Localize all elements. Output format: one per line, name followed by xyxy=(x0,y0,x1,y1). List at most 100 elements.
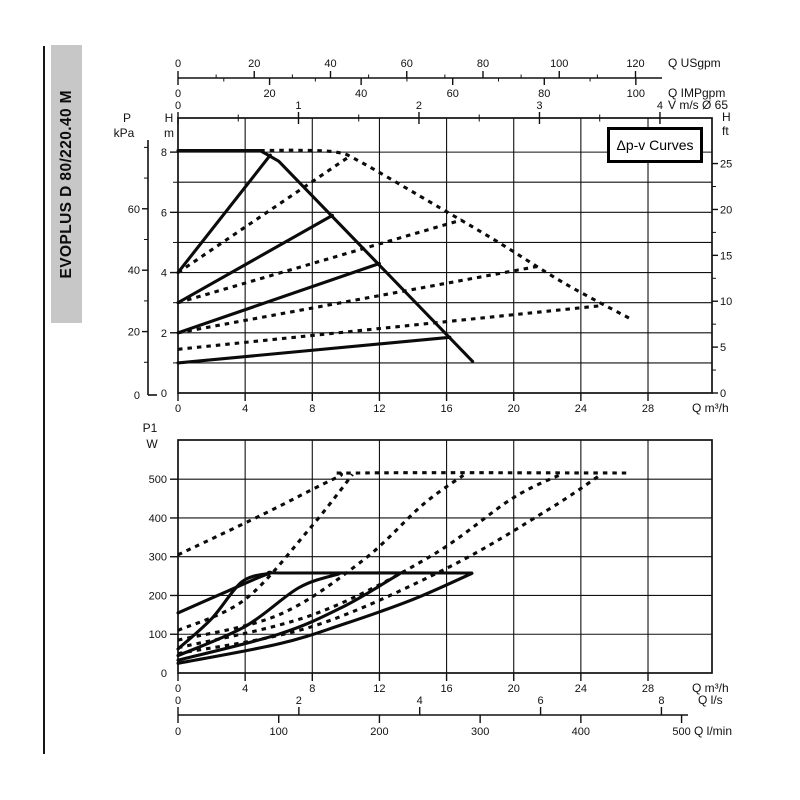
curve-dpv-8m-parallel xyxy=(177,155,351,274)
axis-name-p1: P1 xyxy=(143,421,158,435)
curve-power-4m-single xyxy=(176,572,402,662)
tick-label: 2 xyxy=(161,328,167,340)
tick-label: 0 xyxy=(175,403,181,415)
tick-label: 120 xyxy=(626,58,644,70)
tick-label: 0 xyxy=(175,100,181,112)
tick-label: 15 xyxy=(720,250,732,262)
tick-label: 500 xyxy=(149,474,167,486)
tick-label: 80 xyxy=(477,58,489,70)
curve-power-8m-single xyxy=(176,571,271,651)
curve-dpv-6m-single xyxy=(176,213,334,305)
tick-label: 40 xyxy=(128,265,140,277)
tick-label: 60 xyxy=(401,58,413,70)
tick-label: 8 xyxy=(161,147,167,159)
sidebar-rule xyxy=(43,46,45,754)
tick-label: 20 xyxy=(248,58,260,70)
tick-label: 4 xyxy=(161,268,167,280)
curve-dpv-4m-parallel xyxy=(177,264,538,335)
tick-label: 4 xyxy=(417,695,423,707)
axis-name-hft-ft: ft xyxy=(722,124,729,138)
axis-unit-m3h-bottom: Q m³/h xyxy=(692,681,729,695)
power-grid xyxy=(177,439,713,674)
axis-name-h: H xyxy=(165,111,174,125)
axis-unit-ls: Q l/s xyxy=(698,693,723,707)
axis-zero-kpa: 0 xyxy=(134,390,140,402)
tick-label: 6 xyxy=(538,695,544,707)
curve-power-4m-parallel xyxy=(177,473,562,650)
curve-power-8m-parallel xyxy=(177,473,354,632)
tick-label: 100 xyxy=(149,629,167,641)
axis-name-m: m xyxy=(164,126,174,140)
tick-label: 20 xyxy=(263,88,275,100)
curve-dpv-6m-parallel xyxy=(177,218,463,305)
tick-label: 20 xyxy=(508,403,520,415)
tick-label: 6 xyxy=(161,207,167,219)
tick-label: 8 xyxy=(658,695,664,707)
tick-label: 1 xyxy=(295,100,301,112)
tick-label: 2 xyxy=(416,100,422,112)
tick-label: 28 xyxy=(642,683,654,695)
tick-label: 400 xyxy=(149,513,167,525)
tick-label: 16 xyxy=(440,403,452,415)
curve-power-6m-parallel xyxy=(177,474,465,642)
tick-label: 20 xyxy=(508,683,520,695)
head-flow-curves xyxy=(176,148,632,365)
curve-dpv-3m-parallel xyxy=(177,304,602,351)
tick-label: 24 xyxy=(575,403,587,415)
curve-power-max-single xyxy=(176,570,474,615)
axis-zero-w: 0 xyxy=(161,668,167,680)
model-sidebar: EVOPLUS D 80/220.40 M xyxy=(51,45,82,323)
tick-label: 24 xyxy=(575,683,587,695)
curve-dpv-2m-single xyxy=(176,335,452,365)
tick-label: 500 xyxy=(672,726,690,738)
curve-dpv-8m-single xyxy=(176,153,272,275)
tick-label: 12 xyxy=(373,403,385,415)
tick-label: 10 xyxy=(720,296,732,308)
curve-power-2m-single xyxy=(176,571,474,665)
tick-label: 0 xyxy=(175,683,181,695)
curve-power-3m-parallel xyxy=(177,473,602,656)
axis-name-p: P xyxy=(123,111,131,125)
axis-name-hft-h: H xyxy=(722,110,731,124)
tick-label: 40 xyxy=(355,88,367,100)
tick-label: 200 xyxy=(149,590,167,602)
power-curves xyxy=(176,471,627,665)
tick-label: 4 xyxy=(242,403,248,415)
axis-zero-hm: 0 xyxy=(161,388,167,400)
tick-label: 4 xyxy=(657,100,663,112)
tick-label: 200 xyxy=(370,726,388,738)
tick-label: 60 xyxy=(128,204,140,216)
axis-name-kpa: kPa xyxy=(114,126,135,140)
tick-label: 100 xyxy=(270,726,288,738)
tick-label: 300 xyxy=(149,552,167,564)
tick-label: 3 xyxy=(536,100,542,112)
tick-label: 60 xyxy=(447,88,459,100)
head-bottom-axis: 0 4 8 12 16 20 24 28 Q m³/h xyxy=(175,393,729,415)
head-right-axis: 5 10 15 20 25 0 Hft xyxy=(712,110,732,400)
tick-label: 400 xyxy=(572,726,590,738)
tick-label: 100 xyxy=(627,88,645,100)
tick-label: 0 xyxy=(175,88,181,100)
axis-zero-ft: 0 xyxy=(720,388,726,400)
tick-label: 8 xyxy=(309,403,315,415)
axis-unit-vms: V m/s Ø 65 xyxy=(668,98,728,112)
axis-name-w: W xyxy=(146,437,158,451)
curve-power-6m-single xyxy=(176,572,341,658)
tick-label: 25 xyxy=(720,159,732,171)
tick-label: 5 xyxy=(720,342,726,354)
tick-label: 80 xyxy=(538,88,550,100)
tick-label: 0 xyxy=(175,58,181,70)
tick-label: 300 xyxy=(471,726,489,738)
tick-label: 16 xyxy=(440,683,452,695)
tick-label: 2 xyxy=(296,695,302,707)
tick-label: 28 xyxy=(642,403,654,415)
tick-label: 20 xyxy=(128,327,140,339)
tick-label: 20 xyxy=(720,204,732,216)
curve-max-speed-parallel xyxy=(260,148,632,321)
axis-unit-usgpm: Q USgpm xyxy=(668,56,721,70)
tick-label: 0 xyxy=(175,726,181,738)
